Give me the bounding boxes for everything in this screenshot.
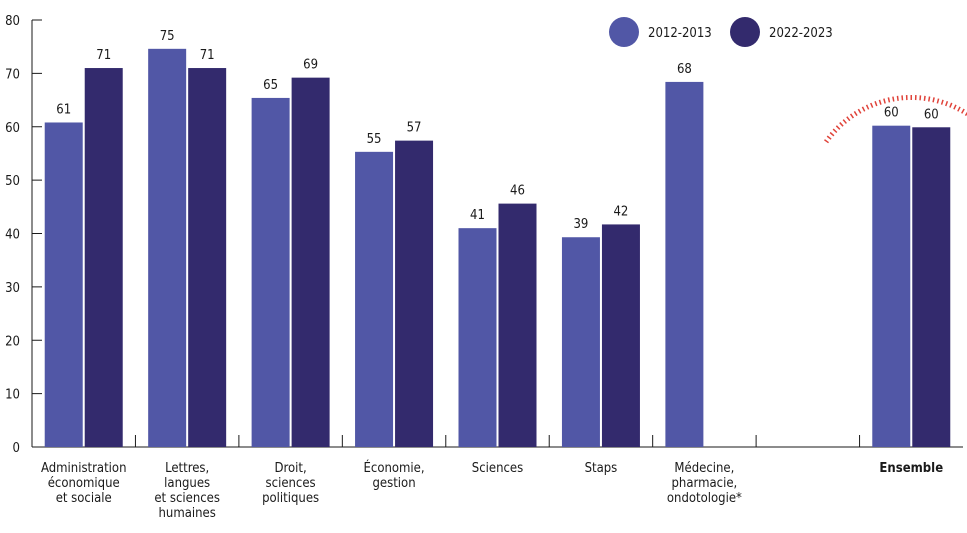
data-label: 68 <box>677 62 692 77</box>
x-axis <box>32 435 963 448</box>
category-label: sciences <box>266 476 316 491</box>
category-label: politiques <box>262 491 319 506</box>
legend-label: 2022-2023 <box>769 26 833 41</box>
bar <box>458 228 497 447</box>
data-label: 57 <box>407 121 422 136</box>
data-labels: 61 71 75 71 65 69 55 57 41 46 39 42 68 60 60 <box>56 29 938 232</box>
category-label: Sciences <box>472 461 523 476</box>
data-label: 39 <box>573 217 588 232</box>
category-label: humaines <box>158 506 215 521</box>
y-tick-label: 10 <box>5 388 20 403</box>
legend-swatch <box>609 17 639 47</box>
data-label: 69 <box>303 58 318 73</box>
y-tick-label: 70 <box>5 67 20 82</box>
bar <box>561 237 600 447</box>
category-label: Staps <box>585 461 618 476</box>
y-tick-label: 30 <box>5 281 20 296</box>
y-axis: 0 10 20 30 40 50 60 70 80 <box>5 14 42 456</box>
category-label: gestion <box>372 476 415 491</box>
data-label: 60 <box>884 106 899 121</box>
y-tick-label: 60 <box>5 121 20 136</box>
category-label: Lettres, <box>165 461 209 476</box>
category-label: Économie, <box>364 460 425 476</box>
bar <box>395 140 434 447</box>
y-tick-label: 80 <box>5 14 20 29</box>
category-label: et sciences <box>154 491 220 506</box>
data-label: 65 <box>263 78 278 93</box>
bar <box>148 48 187 447</box>
y-tick-label: 50 <box>5 174 20 189</box>
bar <box>498 203 537 447</box>
bar <box>291 77 330 448</box>
data-label: 41 <box>470 208 485 223</box>
bar <box>188 68 227 447</box>
data-label: 42 <box>613 204 628 219</box>
y-tick-label: 0 <box>13 441 20 456</box>
category-label: Droit, <box>274 461 306 476</box>
data-label: 60 <box>924 107 939 122</box>
bar <box>44 122 83 447</box>
y-tick-label: 20 <box>5 334 20 349</box>
category-label: et sociale <box>56 491 112 506</box>
legend-swatch <box>730 17 760 47</box>
category-label: Administration <box>41 461 127 476</box>
category-label: ondotologie* <box>667 491 742 506</box>
bar <box>912 127 951 447</box>
category-label: Médecine, <box>674 461 734 476</box>
data-label: 71 <box>96 48 111 63</box>
category-label: économique <box>48 476 120 491</box>
bar <box>665 81 704 447</box>
bar <box>84 68 123 447</box>
data-label: 75 <box>160 29 175 44</box>
data-label: 55 <box>367 132 382 147</box>
category-label: pharmacie, <box>672 476 738 491</box>
y-tick-label: 40 <box>5 228 20 243</box>
bars <box>44 48 951 448</box>
data-label: 71 <box>200 48 215 63</box>
bar <box>601 224 640 447</box>
category-label: Ensemble <box>879 461 943 476</box>
legend: 2012-2013 2022-2023 <box>609 17 833 47</box>
bar <box>872 125 911 448</box>
category-label: langues <box>164 476 210 491</box>
data-label: 61 <box>56 102 71 117</box>
data-label: 46 <box>510 184 525 199</box>
bar <box>355 151 394 447</box>
bar <box>251 97 290 448</box>
legend-label: 2012-2013 <box>648 26 712 41</box>
